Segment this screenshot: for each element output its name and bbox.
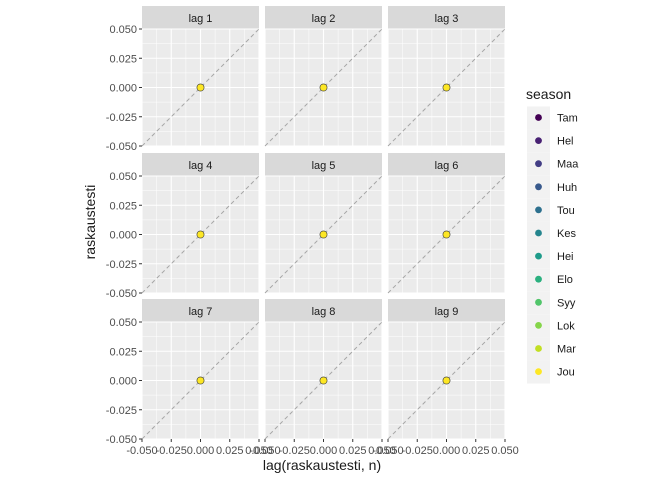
data-point <box>319 83 328 92</box>
facet-strip <box>142 6 259 29</box>
data-point <box>196 83 205 92</box>
facet-strip-label: lag 1 <box>189 13 213 25</box>
y-tick-label: -0.050 <box>106 288 137 300</box>
y-tick-label: -0.025 <box>106 259 137 271</box>
facet-strip <box>388 299 505 322</box>
x-tick-label: 0.025 <box>462 445 490 457</box>
x-tick-label: 0.000 <box>187 445 215 457</box>
legend-title: season <box>526 86 571 102</box>
x-tick-label: 0.050 <box>245 445 273 457</box>
facet-strip-label: lag 6 <box>435 160 459 172</box>
x-tick-label: 0.025 <box>216 445 244 457</box>
legend-label: Hei <box>557 251 574 263</box>
y-tick-label: 0.050 <box>109 24 137 36</box>
legend-label: Kes <box>557 228 576 240</box>
facet-strip-label: lag 5 <box>312 160 336 172</box>
legend-marker <box>535 206 542 214</box>
legend-marker <box>535 275 542 283</box>
y-tick-label: 0.000 <box>109 230 137 242</box>
legend-label: Tou <box>557 205 575 217</box>
data-point <box>319 230 328 239</box>
data-point <box>442 230 451 239</box>
facet-strip <box>265 6 382 29</box>
data-point <box>442 83 451 92</box>
facet-strip-label: lag 3 <box>435 13 459 25</box>
x-tick-label: -0.025 <box>279 445 310 457</box>
legend-label: Lok <box>557 320 575 332</box>
x-tick-label: 0.000 <box>310 445 338 457</box>
y-tick-label: 0.050 <box>109 317 137 329</box>
y-axis-title: raskaustesti <box>82 185 98 260</box>
facet-strip-label: lag 8 <box>312 306 336 318</box>
facet-strip <box>388 153 505 176</box>
legend-marker <box>535 252 542 260</box>
legend-marker <box>535 137 542 145</box>
y-tick-label: 0.050 <box>109 171 137 183</box>
y-tick-label: 0.000 <box>109 376 137 388</box>
legend-marker <box>535 345 542 352</box>
legend-label: Elo <box>557 274 573 286</box>
legend-marker <box>535 160 542 168</box>
facet-strip-label: lag 7 <box>189 306 213 318</box>
y-tick-label: 0.000 <box>109 83 137 95</box>
legend-label: Hel <box>557 136 574 148</box>
facet-strip-label: lag 2 <box>312 13 336 25</box>
x-tick-label: -0.050 <box>126 445 157 457</box>
x-tick-label: 0.050 <box>368 445 396 457</box>
legend-label: Huh <box>557 182 577 194</box>
y-tick-label: -0.050 <box>106 141 137 153</box>
y-tick-label: 0.025 <box>109 346 137 358</box>
y-tick-label: -0.025 <box>106 405 137 417</box>
data-point <box>319 376 328 385</box>
x-tick-label: -0.025 <box>156 445 187 457</box>
facet-strip-label: lag 4 <box>189 160 213 172</box>
x-tick-label: 0.000 <box>433 445 461 457</box>
y-tick-label: -0.025 <box>106 112 137 124</box>
y-tick-label: -0.050 <box>106 434 137 446</box>
legend-label: Maa <box>557 159 579 171</box>
legend-label: Jou <box>557 367 575 379</box>
x-tick-label: -0.050 <box>372 445 403 457</box>
facet-strip <box>142 299 259 322</box>
facet-strip <box>142 153 259 176</box>
x-axis-title: lag(raskaustesti, n) <box>263 457 381 473</box>
y-tick-label: 0.025 <box>109 53 137 65</box>
legend-marker <box>535 322 542 329</box>
x-tick-label: -0.025 <box>402 445 433 457</box>
legend-marker <box>535 368 542 375</box>
legend-label: Mar <box>557 344 576 356</box>
x-tick-label: 0.050 <box>491 445 519 457</box>
x-tick-label: -0.050 <box>249 445 280 457</box>
data-point <box>442 376 451 385</box>
data-point <box>196 230 205 239</box>
facet-strip <box>265 153 382 176</box>
facet-strip <box>265 299 382 322</box>
legend-marker <box>535 183 542 191</box>
legend-label: Tam <box>557 113 578 125</box>
y-tick-label: 0.025 <box>109 200 137 212</box>
legend-label: Syy <box>557 297 576 309</box>
legend-marker <box>535 298 542 306</box>
data-point <box>196 376 205 385</box>
legend-marker <box>535 229 542 237</box>
facet-strip-label: lag 9 <box>435 306 459 318</box>
facet-strip <box>388 6 505 29</box>
x-tick-label: 0.025 <box>339 445 367 457</box>
legend-marker <box>535 114 542 121</box>
